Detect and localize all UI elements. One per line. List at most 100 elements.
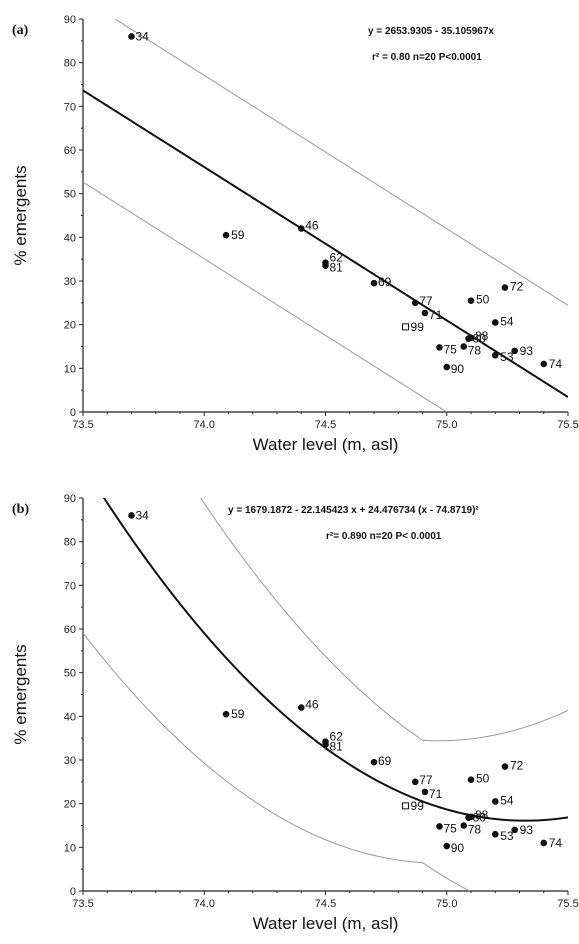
data-point: [128, 512, 135, 519]
point-label: 71: [429, 308, 443, 322]
point-label: 59: [231, 228, 245, 242]
point-label: 99: [411, 799, 425, 813]
y-tick-label: 40: [64, 232, 76, 244]
point-label: 81: [330, 740, 344, 754]
lower-prediction-band: [83, 181, 448, 412]
regression-equation: y = 1679.1872 - 22.145423 x + 24.476734 …: [228, 505, 479, 516]
data-point: [467, 776, 475, 783]
data-point: [436, 344, 443, 351]
point-label: 46: [305, 219, 319, 233]
data-point: [370, 279, 378, 287]
y-tick-label: 10: [64, 842, 76, 854]
point-label: 54: [500, 793, 514, 807]
x-tick-label: 73.5: [72, 419, 93, 431]
chart-panel-a: 0 10 20 30 40 50 60 70 80 90 73.5 74.0 74.5 75.0 75.5 W…: [11, 14, 579, 454]
data-point: [467, 297, 475, 304]
data-point: [501, 763, 509, 770]
point-label: 93: [520, 823, 534, 837]
data-point: [501, 284, 509, 291]
point-label: 88: [475, 808, 489, 822]
data-point: [460, 343, 468, 350]
point-label: 77: [419, 294, 433, 308]
point-label: 72: [510, 759, 524, 773]
point-label: 78: [468, 823, 482, 837]
y-tick-label: 90: [64, 14, 76, 26]
point-label: 62: [330, 730, 344, 744]
point-label: 54: [500, 314, 514, 328]
point-label: 74: [549, 357, 563, 371]
regression-stats: r²= 0.890 n=20 P< 0.0001: [326, 531, 442, 542]
data-point: [411, 778, 419, 786]
data-point: [322, 738, 329, 745]
x-tick-label: 74.0: [194, 419, 215, 431]
data-point: [402, 323, 410, 331]
x-tick-label: 75.5: [557, 419, 578, 431]
data-point: [443, 363, 451, 371]
point-label: 80: [473, 332, 487, 346]
data-point: [421, 788, 429, 796]
regression-line: [83, 89, 568, 398]
data-point: [491, 798, 499, 805]
panel-label: (a): [12, 23, 29, 38]
point-label: 93: [520, 344, 534, 358]
y-tick-label: 80: [64, 537, 76, 549]
data-point: [511, 347, 518, 355]
y-tick-label: 30: [64, 276, 76, 288]
data-point: [443, 842, 451, 850]
upper-prediction-band: [200, 498, 568, 742]
point-label: 62: [330, 251, 344, 265]
x-tick-label: 74.5: [315, 898, 336, 910]
point-label: 77: [419, 773, 433, 787]
y-tick-label: 70: [64, 580, 76, 592]
regression-equation: y = 2653.9305 - 35.105967x: [368, 26, 494, 37]
upper-prediction-band: [114, 19, 568, 306]
point-label: 59: [231, 707, 245, 721]
x-axis-label: Water level (m, asl): [253, 914, 399, 933]
data-point: [402, 802, 410, 810]
data-point: [491, 830, 499, 838]
point-label: 69: [378, 275, 392, 289]
data-point: [467, 334, 475, 342]
panel-label: (b): [12, 502, 29, 517]
point-label: 74: [549, 836, 563, 850]
point-label: 78: [468, 344, 482, 358]
x-tick-label: 74.0: [194, 898, 215, 910]
y-tick-label: 20: [64, 799, 76, 811]
data-point: [511, 826, 518, 834]
point-label: 46: [305, 698, 319, 712]
data-point: [421, 309, 429, 317]
lower-prediction-band: [83, 632, 471, 891]
point-label: 53: [500, 350, 514, 364]
y-tick-label: 60: [64, 624, 76, 636]
x-axis-label: Water level (m, asl): [253, 435, 399, 454]
x-tick-label: 75.5: [557, 898, 578, 910]
point-label: 72: [510, 280, 524, 294]
point-label: 90: [451, 362, 465, 376]
y-tick-label: 80: [64, 58, 76, 70]
y-tick-label: 20: [64, 320, 76, 332]
point-label: 53: [500, 829, 514, 843]
point-label: 81: [330, 261, 344, 275]
y-tick-label: 50: [64, 189, 76, 201]
data-point: [322, 259, 329, 266]
y-tick-label: 60: [64, 145, 76, 157]
y-axis-label: % emergents: [11, 165, 30, 265]
regression-stats: r² = 0.80 n=20 P<0.0001: [372, 52, 482, 63]
data-point: [411, 299, 419, 307]
regression-line: [102, 498, 568, 822]
point-label: 90: [451, 841, 465, 855]
data-point: [222, 231, 230, 239]
point-label: 34: [136, 29, 150, 43]
y-tick-label: 10: [64, 363, 76, 375]
data-point: [370, 758, 378, 766]
data-point: [460, 822, 468, 829]
data-point: [540, 360, 548, 368]
x-tick-label: 73.5: [72, 898, 93, 910]
data-point: [128, 33, 135, 40]
data-point: [491, 351, 499, 359]
point-label: 99: [411, 320, 425, 334]
x-tick-label: 74.5: [315, 419, 336, 431]
y-tick-label: 30: [64, 755, 76, 767]
y-tick-label: 0: [70, 886, 76, 898]
y-tick-label: 70: [64, 101, 76, 113]
